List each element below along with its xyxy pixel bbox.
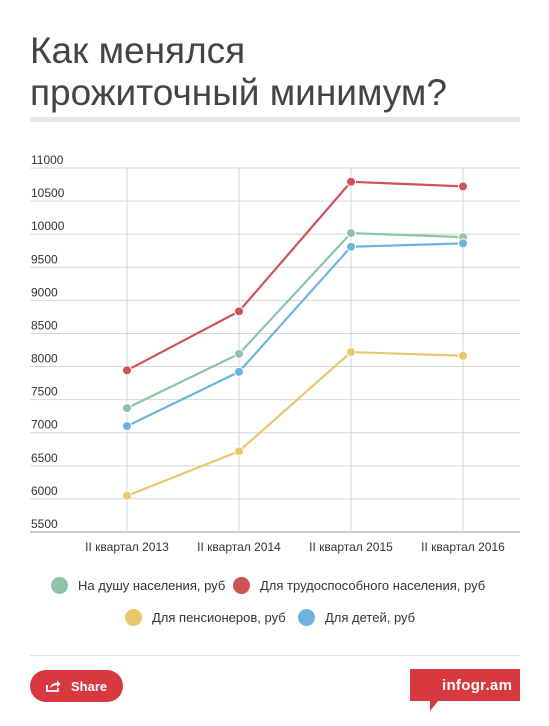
- legend-label-per-capita: На душу населения, руб: [78, 578, 226, 593]
- data-point: [458, 238, 468, 249]
- title-line-2: прожиточный минимум?: [30, 72, 447, 113]
- y-tick-label: 8000: [31, 352, 58, 366]
- series-0: [122, 228, 468, 414]
- chart-series: [122, 176, 468, 501]
- series-line: [126, 350, 464, 497]
- x-tick-label: II квартал 2013: [85, 540, 169, 554]
- series-line: [126, 231, 464, 410]
- data-point: [346, 347, 356, 358]
- title-divider: [30, 117, 520, 122]
- page-title: Как менялся прожиточный минимум?: [30, 30, 520, 114]
- legend-item-working-age: Для трудоспособного населения, руб: [233, 577, 485, 594]
- x-tick-label: II квартал 2015: [309, 540, 393, 554]
- data-point: [122, 403, 132, 414]
- data-point: [234, 306, 244, 317]
- y-tick-label: 9500: [31, 252, 58, 266]
- x-tick-label: II квартал 2016: [421, 540, 505, 554]
- data-point: [122, 490, 132, 501]
- share-icon: [46, 680, 61, 692]
- y-tick-label: 6000: [31, 484, 58, 498]
- data-point: [458, 350, 468, 361]
- data-point: [458, 181, 468, 192]
- series-1: [122, 176, 468, 376]
- y-tick-label: 9000: [31, 285, 58, 299]
- data-point: [346, 241, 356, 252]
- chart-grid: [30, 167, 520, 533]
- legend-dot-working-age: [233, 577, 250, 594]
- data-point: [346, 176, 356, 187]
- y-tick-label: 10000: [31, 219, 65, 233]
- data-point: [234, 366, 244, 377]
- data-point: [346, 228, 356, 239]
- legend-label-working-age: Для трудоспособного населения, руб: [260, 578, 486, 593]
- series-line: [126, 242, 464, 428]
- legend-dot-per-capita: [51, 577, 68, 594]
- x-tick-label: II квартал 2014: [197, 540, 281, 554]
- legend-item-children: Для детей, руб: [298, 609, 415, 626]
- y-tick-label: 11000: [31, 153, 64, 167]
- y-tick-label: 5500: [31, 517, 58, 531]
- y-tick-label: 7000: [31, 418, 58, 432]
- data-point: [122, 421, 132, 432]
- line-chart: 5500 6000 6500 7000 7500 8000 8500 9000 9500 1000…: [30, 153, 520, 554]
- legend-dot-pensioners: [125, 609, 142, 626]
- footer-divider: [30, 655, 520, 656]
- data-point: [122, 365, 132, 376]
- data-point: [234, 348, 244, 359]
- y-tick-label: 10500: [31, 186, 65, 200]
- data-point: [234, 446, 244, 457]
- legend-label-children: Для детей, руб: [325, 610, 416, 625]
- series-3: [122, 238, 468, 432]
- legend-item-per-capita: На душу населения, руб: [51, 577, 225, 594]
- y-axis-ticks: 5500 6000 6500 7000 7500 8000 8500 9000 9500 1000…: [31, 153, 65, 531]
- brand-label[interactable]: infogr.am: [442, 677, 513, 694]
- y-tick-label: 8500: [31, 318, 58, 332]
- x-axis-ticks: II квартал 2013 II квартал 2014 II квартал…: [85, 540, 505, 554]
- title-line-1: Как менялся: [30, 30, 246, 71]
- series-2: [122, 347, 468, 501]
- legend-item-pensioners: Для пенсионеров, руб: [125, 609, 286, 626]
- y-tick-label: 7500: [31, 385, 58, 399]
- share-button[interactable]: Share: [30, 670, 123, 702]
- legend-label-pensioners: Для пенсионеров, руб: [152, 610, 286, 625]
- brand-logo: [410, 669, 520, 711]
- series-line: [126, 180, 464, 372]
- share-button-label: Share: [71, 678, 108, 694]
- y-tick-label: 6500: [31, 451, 58, 465]
- legend-dot-children: [298, 609, 315, 626]
